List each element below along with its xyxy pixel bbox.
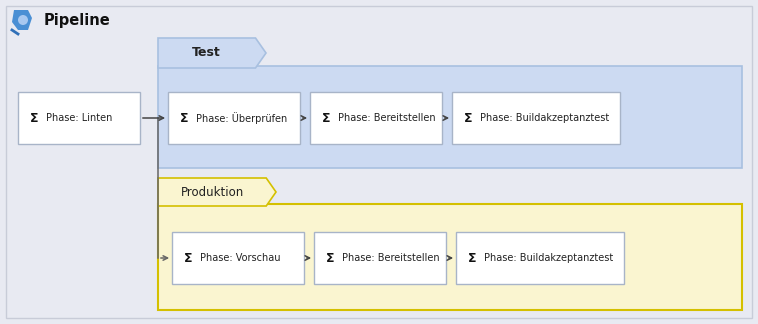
Text: Produktion: Produktion (180, 186, 244, 199)
Text: Phase: Buildakzeptanztest: Phase: Buildakzeptanztest (484, 253, 613, 263)
Text: Σ: Σ (464, 111, 472, 124)
Text: Σ: Σ (183, 251, 193, 264)
FancyBboxPatch shape (456, 232, 624, 284)
FancyBboxPatch shape (6, 6, 752, 318)
Text: Σ: Σ (30, 111, 38, 124)
Text: Σ: Σ (326, 251, 334, 264)
FancyBboxPatch shape (172, 232, 304, 284)
FancyBboxPatch shape (18, 92, 140, 144)
Text: Phase: Bereitstellen: Phase: Bereitstellen (338, 113, 436, 123)
Polygon shape (158, 38, 266, 68)
Polygon shape (158, 178, 276, 206)
Text: Phase: Buildakzeptanztest: Phase: Buildakzeptanztest (480, 113, 609, 123)
FancyBboxPatch shape (310, 92, 442, 144)
FancyBboxPatch shape (168, 92, 300, 144)
Text: Σ: Σ (321, 111, 330, 124)
Text: Test: Test (193, 47, 221, 60)
Text: Pipeline: Pipeline (44, 13, 111, 28)
FancyBboxPatch shape (158, 66, 742, 168)
Text: Phase: Überprüfen: Phase: Überprüfen (196, 112, 287, 124)
FancyBboxPatch shape (158, 204, 742, 310)
Text: Σ: Σ (180, 111, 188, 124)
Circle shape (18, 15, 28, 25)
FancyBboxPatch shape (452, 92, 620, 144)
Text: Phase: Vorschau: Phase: Vorschau (200, 253, 280, 263)
Text: Σ: Σ (468, 251, 476, 264)
Polygon shape (12, 10, 32, 30)
Text: Phase: Linten: Phase: Linten (46, 113, 112, 123)
Text: Phase: Bereitstellen: Phase: Bereitstellen (342, 253, 440, 263)
FancyBboxPatch shape (314, 232, 446, 284)
